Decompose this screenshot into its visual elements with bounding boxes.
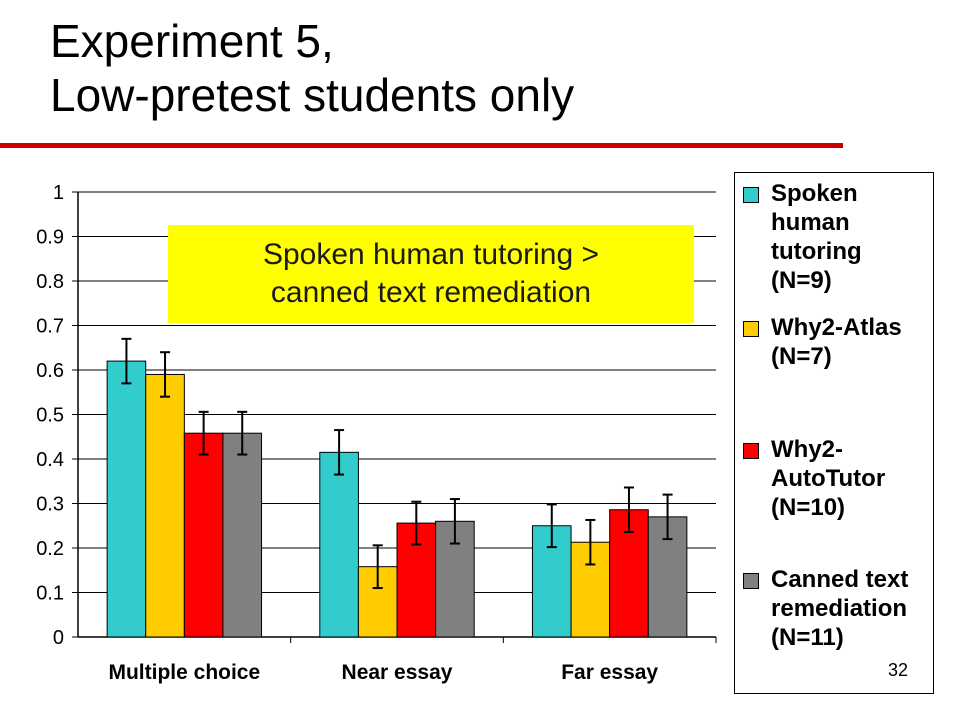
bar <box>319 451 359 638</box>
callout-line-1: Spoken human tutoring > <box>262 238 600 271</box>
legend-label: Why2- AutoTutor (N=10) <box>771 436 886 521</box>
legend-label: Spoken human tutoring (N=9) <box>771 180 862 294</box>
title-underline <box>0 143 843 148</box>
y-tick-label: 0.6 <box>36 360 64 382</box>
y-tick-label: 0.4 <box>36 449 64 471</box>
y-tick-label: 0.3 <box>36 494 64 516</box>
chart-legend: Spoken human tutoring (N=9) Why2-Atlas (… <box>734 172 934 694</box>
bar <box>145 373 185 638</box>
x-tick-label: Multiple choice <box>108 661 260 684</box>
y-tick-label: 0.1 <box>36 583 64 605</box>
callout-line-2: canned text remediation <box>270 276 592 309</box>
legend-label: Why2-Atlas (N=7) <box>771 314 902 370</box>
slide-number: 32 <box>888 660 909 680</box>
y-tick-label: 0.9 <box>36 227 64 249</box>
legend-swatch <box>743 321 759 337</box>
legend-swatch <box>743 187 759 203</box>
bar <box>222 432 263 638</box>
title-line-2: Low-pretest students only <box>50 69 575 121</box>
y-tick-label: 0.8 <box>36 271 64 293</box>
x-tick-label: Near essay <box>342 661 453 684</box>
x-tick-label: Far essay <box>561 661 658 684</box>
slide-title: Experiment 5, Low-pretest students only <box>50 14 574 122</box>
callout-box: Spoken human tutoring > canned text reme… <box>168 225 694 323</box>
bar <box>183 432 224 638</box>
y-tick-label: 1 <box>53 182 64 204</box>
y-tick-label: 0 <box>53 627 64 649</box>
bar <box>106 360 147 638</box>
title-line-1: Experiment 5, <box>50 15 334 67</box>
y-tick-label: 0.7 <box>36 316 64 338</box>
y-tick-label: 0.2 <box>36 538 64 560</box>
y-tick-label: 0.5 <box>36 405 64 427</box>
legend-swatch <box>743 443 759 459</box>
legend-swatch <box>743 573 759 589</box>
legend-label: Canned text remediation (N=11) <box>771 566 909 651</box>
